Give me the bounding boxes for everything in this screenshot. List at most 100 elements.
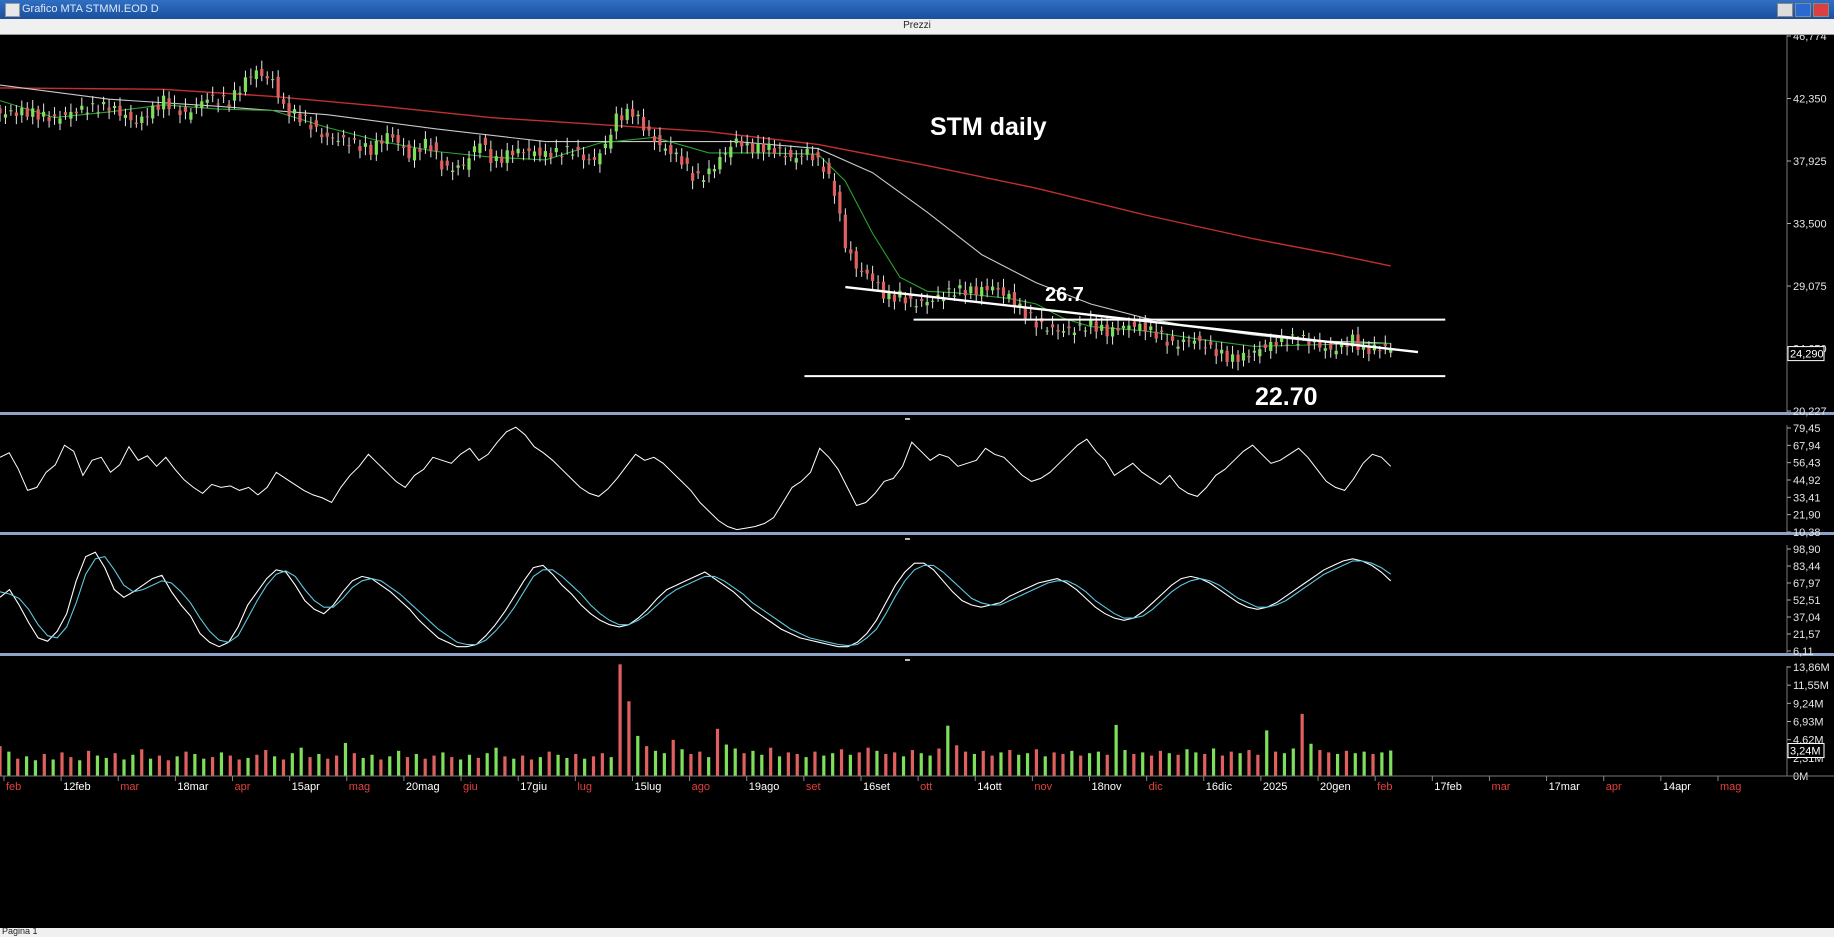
sma20-line [0, 100, 1391, 347]
volume-bar [246, 757, 250, 776]
candle-body [1361, 345, 1366, 350]
candle-body [140, 116, 144, 123]
x-tick-label: mar [120, 781, 139, 793]
stoch-d-line [0, 555, 1392, 647]
last-price-label: 24,290 [1790, 349, 1824, 361]
candle-body [1072, 332, 1077, 335]
candle-body [1312, 341, 1316, 343]
x-tick-label: mar [1491, 781, 1510, 793]
candle-body [952, 295, 957, 297]
volume-bar [1132, 753, 1136, 776]
volume-bar [202, 758, 206, 776]
volume-bar [210, 757, 215, 776]
candle-body [112, 105, 117, 109]
volume-bar [724, 744, 728, 776]
x-tick-label: 17feb [1434, 781, 1462, 793]
x-tick-label: apr [1606, 781, 1622, 793]
x-tick-label: mag [349, 781, 370, 793]
volume-bar [521, 755, 525, 776]
volume-bar [317, 753, 321, 776]
candle-body [511, 150, 515, 156]
volume-bar [848, 754, 852, 776]
candle-body [712, 169, 717, 172]
candle-body [772, 148, 777, 154]
candle-body [980, 287, 984, 297]
volume-bar [237, 759, 241, 776]
volume-bar [459, 759, 463, 776]
candle-body [881, 281, 886, 299]
x-tick-label: lug [577, 781, 592, 793]
candle-body [581, 154, 586, 161]
candle-body [298, 113, 302, 123]
maximize-button[interactable] [1795, 3, 1811, 17]
volume-bar [86, 750, 91, 776]
close-button[interactable] [1813, 3, 1829, 17]
volume-bar [928, 755, 932, 776]
volume-bar [1034, 749, 1039, 776]
volume-bar [1300, 713, 1304, 776]
candle-body [1203, 347, 1207, 349]
volume-bar [529, 759, 534, 776]
volume-bar [760, 754, 764, 776]
volume-bar [1167, 753, 1171, 776]
candle-body [232, 90, 237, 101]
minimize-button[interactable] [1777, 3, 1793, 17]
candle-body [36, 109, 40, 120]
stoch-tick-label: 52,51 [1793, 595, 1821, 607]
volume-bar [175, 756, 179, 776]
candle-body [200, 101, 204, 109]
volume-bar [733, 748, 737, 776]
candle-body [478, 143, 482, 153]
candle-body [991, 286, 995, 291]
volume-bar [299, 747, 303, 776]
volume-bar [645, 746, 649, 776]
volume-bar [397, 750, 401, 776]
candle-body [1274, 342, 1278, 346]
candle-body [532, 151, 537, 157]
x-tick-label: 2025 [1263, 781, 1287, 793]
volume-bar [919, 753, 923, 776]
volume-bar [769, 747, 773, 776]
volume-bar [875, 750, 879, 776]
candle-body [183, 106, 188, 112]
volume-bar [1052, 752, 1056, 776]
volume-bar [653, 750, 658, 776]
candle-body [680, 156, 684, 165]
volume-bar [627, 701, 631, 776]
pane-header: Prezzi [0, 19, 1834, 35]
candle-body [1094, 321, 1098, 332]
candle-body [571, 154, 575, 156]
candle-body [783, 155, 787, 158]
rsi-line [0, 426, 1392, 531]
volume-bar [556, 754, 560, 776]
volume-bar [1087, 753, 1092, 776]
candle-body [292, 109, 297, 114]
candle-body [609, 134, 613, 149]
volume-bar [1265, 730, 1269, 776]
volume-bar [326, 758, 330, 776]
window-title: Grafico MTA STMMI.EOD D [22, 3, 159, 15]
candle-body [652, 136, 657, 142]
volume-bar [0, 746, 2, 776]
page-tab[interactable]: Pagina 1 [2, 928, 38, 936]
candle-body [1050, 324, 1055, 328]
candle-body [756, 142, 760, 154]
candle-body [58, 118, 62, 124]
volume-bar [1096, 751, 1101, 776]
candle-body [734, 138, 738, 144]
volume-bar [751, 750, 755, 776]
volume-bar [1061, 753, 1065, 776]
candle-body [309, 124, 313, 130]
volume-bar [715, 728, 720, 776]
candle-body [696, 171, 700, 174]
candle-body [723, 153, 727, 155]
candle-body [1149, 326, 1153, 330]
volume-bar [503, 756, 507, 776]
volume-bar [512, 758, 516, 776]
x-tick-label: ago [692, 781, 710, 793]
candle-body [1138, 323, 1142, 331]
volume-bar [866, 747, 870, 776]
candle-body [63, 112, 68, 115]
candle-body [543, 151, 547, 157]
volume-bar [547, 751, 551, 776]
